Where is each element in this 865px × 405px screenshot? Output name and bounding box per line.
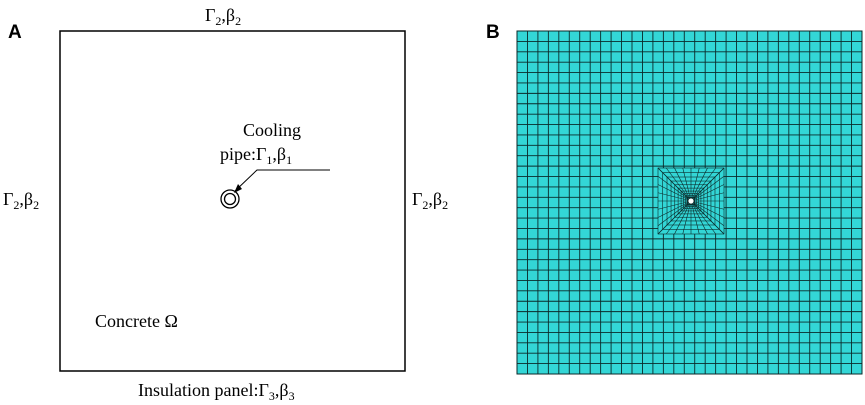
mesh-refined-spoke — [693, 184, 725, 200]
panel-b-label: B — [486, 22, 500, 43]
mesh-refined-spoke — [693, 192, 725, 201]
cooling-pipe-inner — [223, 192, 237, 206]
mesh-refined-spoke — [693, 167, 716, 199]
panel-b: B — [486, 22, 863, 375]
panel-a: A Γ2,β2 Γ2,β2 Γ2,β2 Insulation panel:Γ3,… — [3, 5, 448, 403]
mesh-refined-spoke — [692, 167, 708, 199]
mesh-refined-spoke — [692, 203, 708, 235]
mesh-refined-spoke — [674, 203, 690, 235]
boundary-left-label: Γ2,β2 — [3, 189, 39, 212]
mesh-pipe-hole — [687, 197, 695, 205]
mesh-refined-spoke — [693, 167, 725, 199]
mesh-refined-spoke — [693, 176, 725, 199]
mesh-refined-spoke — [693, 203, 725, 235]
concrete-domain-label: Concrete Ω — [95, 311, 178, 331]
pipe-leader-line — [234, 169, 330, 192]
mesh-refined-spoke — [682, 167, 691, 199]
pipe-label-line1: Cooling — [243, 120, 301, 140]
mesh-refined-spoke — [657, 201, 689, 210]
mesh-refined-spoke — [657, 176, 689, 199]
concrete-domain-boundary — [59, 30, 406, 372]
mesh-refined-spoke — [657, 184, 689, 200]
panel-a-label: A — [8, 22, 22, 43]
pipe-label-line2: pipe:Γ1,β1 — [220, 144, 292, 167]
mesh-refined-spoke — [666, 167, 689, 199]
mesh-refined-spoke — [657, 202, 689, 218]
boundary-top-label: Γ2,β2 — [205, 5, 241, 28]
mesh-refined-spoke — [693, 203, 716, 235]
mesh-refined-lines — [657, 167, 725, 235]
boundary-bottom-label: Insulation panel:Γ3,β3 — [138, 380, 295, 403]
boundary-right-label: Γ2,β2 — [412, 189, 448, 212]
mesh-refined-spoke — [693, 201, 725, 210]
pipe-leader-arrowhead — [234, 184, 242, 193]
mesh-refined-spoke — [693, 202, 725, 218]
mesh-refined-spoke — [693, 203, 725, 226]
mesh-refined-spoke — [657, 203, 689, 235]
mesh-refined-spoke — [657, 167, 689, 199]
mesh-refined-spoke — [691, 167, 700, 199]
cooling-pipe-outer — [220, 189, 240, 209]
mesh-refined-spoke — [691, 203, 700, 235]
mesh-refined-spoke — [674, 167, 690, 199]
mesh-refined-spoke — [657, 192, 689, 201]
mesh-refined-spoke — [666, 203, 689, 235]
mesh-refined-spoke — [682, 203, 691, 235]
mesh-refined-spoke — [657, 203, 689, 226]
